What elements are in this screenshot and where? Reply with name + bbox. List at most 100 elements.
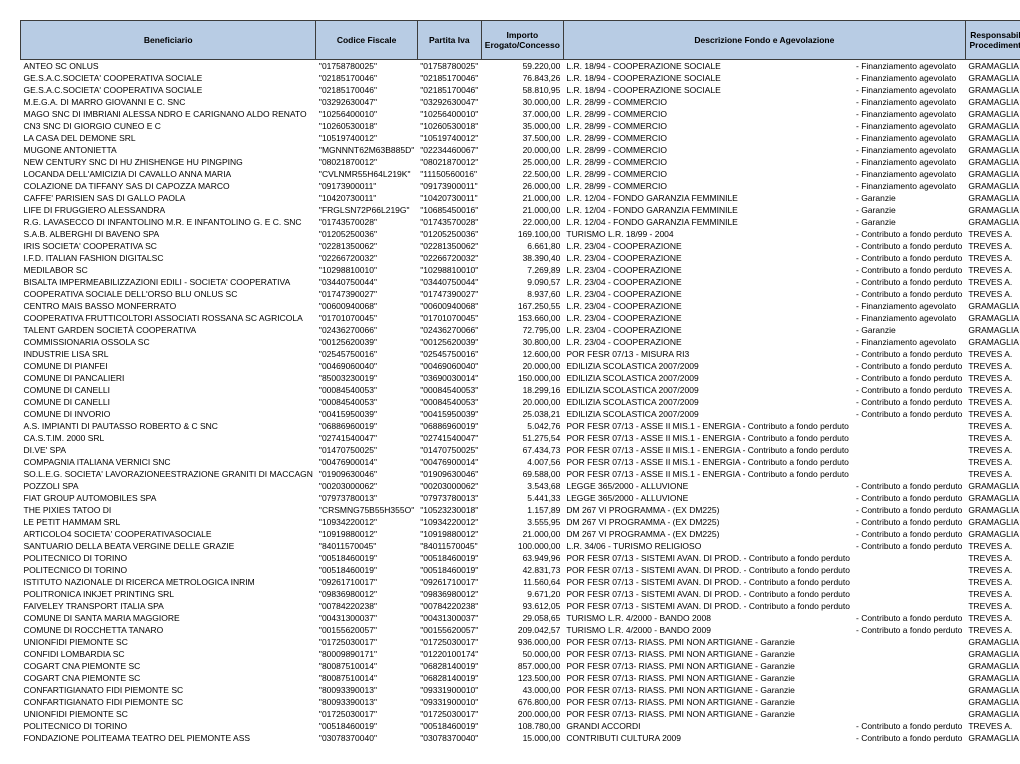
table-cell: IRIS SOCIETA' COOPERATIVA SC bbox=[21, 240, 316, 252]
table-cell: GRAMAGLIA F. bbox=[965, 672, 1020, 684]
table-cell: "01725030017" bbox=[417, 708, 481, 720]
table-cell: - Contributo a fondo perduto bbox=[853, 228, 965, 240]
table-cell: 11.560,64 bbox=[481, 576, 563, 588]
table-cell: TREVES A. bbox=[965, 552, 1020, 564]
table-cell: A.S. IMPIANTI DI PAUTASSO ROBERTO & C SN… bbox=[21, 420, 316, 432]
table-row: COMUNE DI CANELLI"00084540053""000845400… bbox=[21, 384, 1020, 396]
table-cell: "01758780025" bbox=[316, 60, 417, 73]
table-cell: COMUNE DI CANELLI bbox=[21, 396, 316, 408]
table-cell: "03440750044" bbox=[417, 276, 481, 288]
table-row: ANTEO SC ONLUS"01758780025""01758780025"… bbox=[21, 60, 1020, 73]
table-row: BISALTA IMPERMEABILIZZAZIONI EDILI - SOC… bbox=[21, 276, 1020, 288]
table-cell: POR FESR 07/13 - ASSE II MIS.1 - ENERGIA… bbox=[563, 456, 853, 468]
table-row: COMPAGNIA ITALIANA VERNICI SNC"004769000… bbox=[21, 456, 1020, 468]
table-cell: - Contributo a fondo perduto bbox=[853, 492, 965, 504]
table-cell: "MGNNNT62M63B885D" bbox=[316, 144, 417, 156]
table-row: UNIONFIDI PIEMONTE SC"01725030017""01725… bbox=[21, 708, 1020, 720]
table-cell: POR FESR 07/13 - ASSE II MIS.1 - ENERGIA… bbox=[563, 432, 853, 444]
table-cell: POLITECNICO DI TORINO bbox=[21, 564, 316, 576]
table-cell: "02266720032" bbox=[316, 252, 417, 264]
table-cell: L.R. 23/04 - COOPERAZIONE bbox=[563, 264, 853, 276]
table-cell: L.R. 12/04 - FONDO GARANZIA FEMMINILE bbox=[563, 216, 853, 228]
table-cell: 123.500,00 bbox=[481, 672, 563, 684]
table-row: COMUNE DI PIANFEI"00469060040""004690600… bbox=[21, 360, 1020, 372]
table-cell: - Garanzie bbox=[853, 204, 965, 216]
table-row: GE.S.A.C.SOCIETA' COOPERATIVA SOCIALE"02… bbox=[21, 84, 1020, 96]
table-cell: - Finanziamento agevolato bbox=[853, 312, 965, 324]
table-cell: "84011570045" bbox=[417, 540, 481, 552]
col-codice-fiscale: Codice Fiscale bbox=[316, 21, 417, 60]
table-cell: TURISMO L.R. 4/2000 - BANDO 2009 bbox=[563, 624, 853, 636]
table-cell: TREVES A. bbox=[965, 348, 1020, 360]
table-cell: "02436270066" bbox=[417, 324, 481, 336]
table-cell: GRAMAGLIA F. bbox=[965, 204, 1020, 216]
table-cell: INDUSTRIE LISA SRL bbox=[21, 348, 316, 360]
table-cell: GRAMAGLIA F. bbox=[965, 132, 1020, 144]
table-cell: R.G. LAVASECCO DI INFANTOLINO M.R. E INF… bbox=[21, 216, 316, 228]
table-cell: 25.000,00 bbox=[481, 156, 563, 168]
header-row: Beneficiario Codice Fiscale Partita Iva … bbox=[21, 21, 1020, 60]
table-cell: COMUNE DI CANELLI bbox=[21, 384, 316, 396]
table-cell: TREVES A. bbox=[965, 624, 1020, 636]
table-row: LOCANDA DELL'AMICIZIA DI CAVALLO ANNA MA… bbox=[21, 168, 1020, 180]
table-row: CONFARTIGIANATO FIDI PIEMONTE SC"8009339… bbox=[21, 684, 1020, 696]
table-cell: GRAMAGLIA F. bbox=[965, 684, 1020, 696]
table-cell bbox=[853, 576, 965, 588]
table-cell: 63.949,96 bbox=[481, 552, 563, 564]
table-cell: MAGO SNC DI IMBRIANI ALESSA NDRO E CARIG… bbox=[21, 108, 316, 120]
table-cell: COMUNE DI PANCALIERI bbox=[21, 372, 316, 384]
table-cell: - Finanziamento agevolato bbox=[853, 96, 965, 108]
table-cell: TREVES A. bbox=[965, 720, 1020, 732]
table-cell: LEGGE 365/2000 - ALLUVIONE bbox=[563, 492, 853, 504]
table-cell: 3.555,95 bbox=[481, 516, 563, 528]
table-cell bbox=[853, 468, 965, 480]
table-cell: POR FESR 07/13 - SISTEMI AVAN. DI PROD. … bbox=[563, 552, 853, 564]
table-cell: TALENT GARDEN SOCIETÀ COOPERATIVA bbox=[21, 324, 316, 336]
table-row: CN3 SNC DI GIORGIO CUNEO E C"10260530018… bbox=[21, 120, 1020, 132]
table-cell: 22.500,00 bbox=[481, 168, 563, 180]
col-beneficiario: Beneficiario bbox=[21, 21, 316, 60]
table-cell: "10420730011" bbox=[417, 192, 481, 204]
table-cell: "01909630046" bbox=[316, 468, 417, 480]
table-cell: "00084540053" bbox=[316, 384, 417, 396]
table-cell: "00518460019" bbox=[316, 552, 417, 564]
table-cell: 9.671,20 bbox=[481, 588, 563, 600]
table-cell: - Contributo a fondo perduto bbox=[853, 504, 965, 516]
table-row: ISTITUTO NAZIONALE DI RICERCA METROLOGIC… bbox=[21, 576, 1020, 588]
table-cell: LEGGE 365/2000 - ALLUVIONE bbox=[563, 480, 853, 492]
table-cell: "00431300037" bbox=[316, 612, 417, 624]
table-cell: - Finanziamento agevolato bbox=[853, 84, 965, 96]
table-row: DI.VE' SPA"01470750025""01470750025"67.4… bbox=[21, 444, 1020, 456]
table-cell: 4.007,56 bbox=[481, 456, 563, 468]
table-cell: "FRGLSN72P66L219G" bbox=[316, 204, 417, 216]
table-cell: - Finanziamento agevolato bbox=[853, 144, 965, 156]
table-cell: "06828140019" bbox=[417, 672, 481, 684]
table-cell: POR FESR 07/13- RIASS. PMI NON ARTIGIANE… bbox=[563, 636, 853, 648]
table-cell: "09331900010" bbox=[417, 684, 481, 696]
table-cell: "80087510014" bbox=[316, 672, 417, 684]
table-cell: "10519740012" bbox=[417, 132, 481, 144]
table-cell: 43.000,00 bbox=[481, 684, 563, 696]
table-cell: "11150560016" bbox=[417, 168, 481, 180]
table-cell: "00415950039" bbox=[316, 408, 417, 420]
table-cell: - Finanziamento agevolato bbox=[853, 60, 965, 73]
table-cell: 22.000,00 bbox=[481, 216, 563, 228]
table-cell: "00784220238" bbox=[316, 600, 417, 612]
table-cell: "01909630046" bbox=[417, 468, 481, 480]
table-cell: GRAMAGLIA F. bbox=[965, 300, 1020, 312]
table-row: MEDILABOR SC"10298810010""10298810010"7.… bbox=[21, 264, 1020, 276]
table-cell: SO.L.E.G. SOCIETA' LAVORAZIONEESTRAZIONE… bbox=[21, 468, 316, 480]
table-cell: - Finanziamento agevolato bbox=[853, 168, 965, 180]
table-cell: UNIONFIDI PIEMONTE SC bbox=[21, 636, 316, 648]
table-cell: "01743570028" bbox=[316, 216, 417, 228]
table-cell: L.R. 28/99 - COMMERCIO bbox=[563, 156, 853, 168]
table-cell: THE PIXIES TATOO DI bbox=[21, 504, 316, 516]
table-cell: GRAMAGLIA F. bbox=[965, 108, 1020, 120]
table-cell: POR FESR 07/13 - SISTEMI AVAN. DI PROD. … bbox=[563, 600, 853, 612]
table-cell: "00125620039" bbox=[417, 336, 481, 348]
table-cell: CONFIDI LOMBARDIA SC bbox=[21, 648, 316, 660]
table-cell: 15.000,00 bbox=[481, 732, 563, 744]
table-row: COMUNE DI SANTA MARIA MAGGIORE"004313000… bbox=[21, 612, 1020, 624]
table-cell: 20.000,00 bbox=[481, 396, 563, 408]
table-cell: "01205250036" bbox=[417, 228, 481, 240]
